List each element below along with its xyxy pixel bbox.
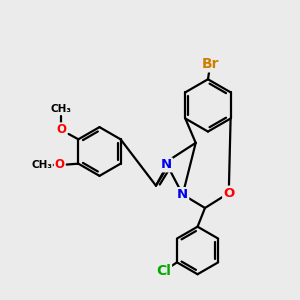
Text: N: N: [177, 188, 188, 201]
Text: O: O: [223, 187, 234, 200]
Text: CH₃: CH₃: [31, 160, 52, 170]
Text: O: O: [55, 158, 64, 171]
Text: O: O: [56, 123, 66, 136]
Text: Br: Br: [202, 57, 219, 71]
Text: CH₃: CH₃: [51, 104, 72, 114]
Text: Cl: Cl: [156, 264, 171, 278]
Text: N: N: [161, 158, 172, 171]
